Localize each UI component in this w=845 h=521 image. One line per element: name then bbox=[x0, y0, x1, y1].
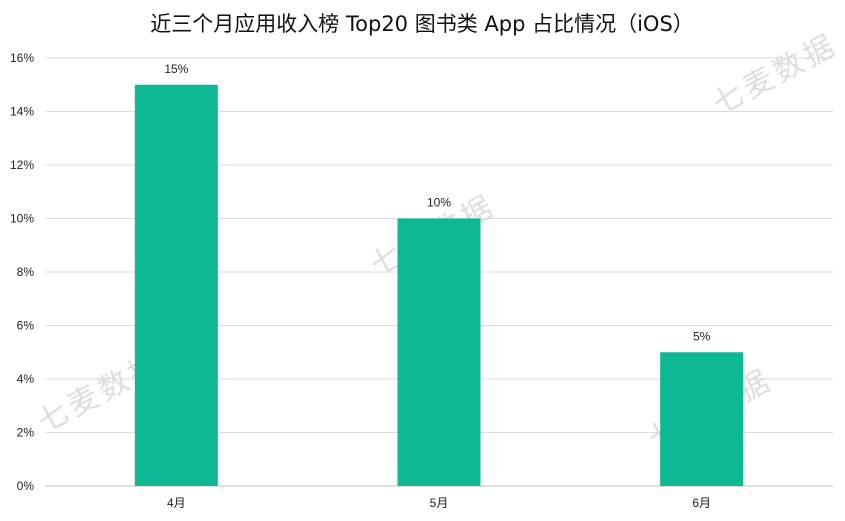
chart-title: 近三个月应用收入榜 Top20 图书类 App 占比情况（iOS） bbox=[150, 12, 694, 36]
bar bbox=[660, 352, 744, 486]
x-tick-label: 4月 bbox=[167, 496, 186, 510]
y-tick-label: 14% bbox=[10, 105, 34, 119]
x-tick-label: 6月 bbox=[692, 496, 711, 510]
bar bbox=[134, 84, 218, 486]
y-tick-label: 10% bbox=[10, 212, 34, 226]
x-tick-label: 5月 bbox=[430, 496, 449, 510]
y-tick-label: 12% bbox=[10, 158, 34, 172]
y-tick-label: 8% bbox=[17, 265, 35, 279]
bar bbox=[397, 218, 481, 486]
y-tick-label: 6% bbox=[17, 319, 35, 333]
y-tick-label: 0% bbox=[17, 479, 35, 493]
data-label: 15% bbox=[164, 62, 188, 76]
y-tick-label: 16% bbox=[10, 51, 34, 65]
watermark-text: 七麦数据 bbox=[707, 27, 844, 122]
data-labels: 15% 10% 5% bbox=[164, 62, 710, 344]
y-tick-label: 2% bbox=[17, 426, 35, 440]
bars bbox=[134, 84, 744, 486]
y-tick-label: 4% bbox=[17, 372, 35, 386]
x-axis-tick-labels: 4月 5月 6月 bbox=[167, 496, 711, 510]
y-axis-tick-labels: 0% 2% 4% 6% 8% 10% 12% 14% 16% bbox=[10, 51, 34, 493]
data-label: 5% bbox=[693, 329, 711, 343]
data-label: 10% bbox=[427, 196, 451, 210]
